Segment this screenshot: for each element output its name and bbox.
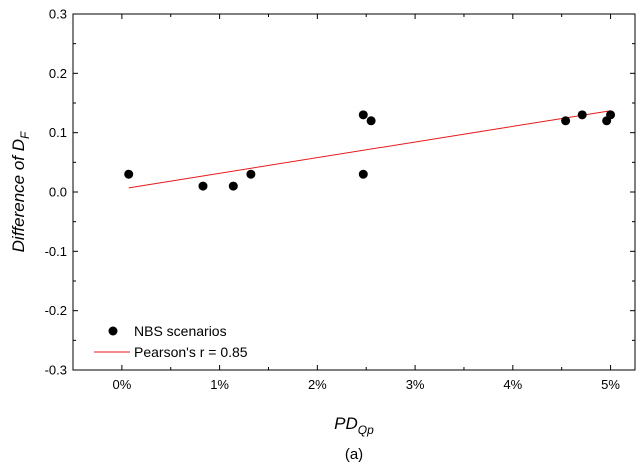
y-tick-label: -0.3 — [45, 363, 67, 378]
data-point — [246, 169, 256, 179]
plot-frame — [72, 13, 636, 371]
y-tick-label: -0.2 — [45, 303, 67, 318]
data-point — [577, 110, 587, 120]
x-tick-label: 3% — [406, 377, 425, 392]
x-tick-label: 5% — [601, 377, 620, 392]
figure-caption: (a) — [345, 446, 363, 463]
legend-marker-points — [108, 326, 118, 336]
x-tick-label: 0% — [112, 377, 131, 392]
legend: NBS scenarios Pearson's r = 0.85 — [94, 323, 248, 360]
data-point — [358, 169, 368, 179]
x-tick-label: 1% — [210, 377, 229, 392]
data-point — [198, 181, 208, 191]
data-point — [366, 116, 376, 126]
data-point — [561, 116, 571, 126]
data-point — [124, 169, 134, 179]
y-tick-label: 0.0 — [49, 185, 67, 200]
x-tick-label: 4% — [503, 377, 522, 392]
y-tick-labels: -0.3 -0.2 -0.1 0.0 0.1 0.2 0.3 — [45, 7, 67, 378]
x-axis-title: PDQp — [334, 414, 374, 437]
y-axis-title-main: Difference of D — [9, 139, 28, 252]
x-tick-label: 2% — [308, 377, 327, 392]
y-axis-title: Difference of DF — [9, 131, 32, 252]
data-point — [228, 181, 238, 191]
data-point — [606, 110, 616, 120]
data-point — [358, 110, 368, 120]
trend-line — [128, 110, 611, 189]
y-tick-label: 0.1 — [49, 125, 67, 140]
y-tick-label: 0.2 — [49, 66, 67, 81]
x-tick-labels: 0% 1% 2% 3% 4% 5% — [112, 377, 620, 392]
x-axis-title-main: PD — [334, 414, 358, 433]
y-axis-title-subscript: F — [18, 131, 32, 139]
y-tick-label: 0.3 — [49, 7, 67, 22]
legend-label-points: NBS scenarios — [134, 323, 227, 339]
data-marks — [124, 110, 616, 191]
y-tick-label: -0.1 — [45, 244, 67, 259]
axis-ticks — [72, 13, 635, 371]
legend-label-line: Pearson's r = 0.85 — [134, 344, 248, 360]
x-axis-title-subscript: Qp — [358, 423, 374, 437]
